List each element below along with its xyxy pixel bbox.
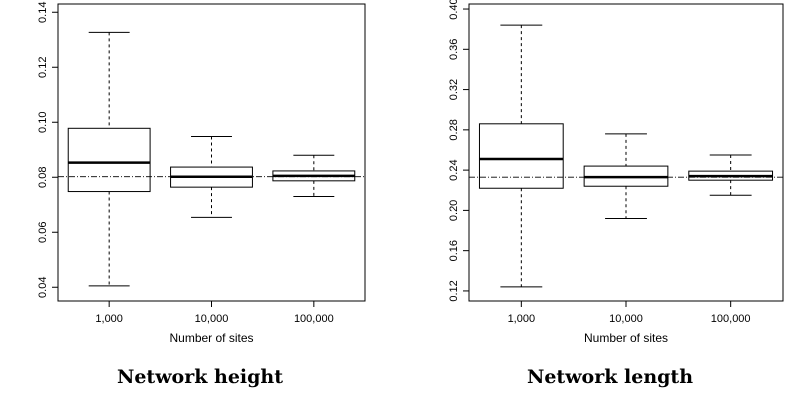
y-tick-label: 0.20 [448, 200, 460, 221]
x-tick-label: 100,000 [711, 313, 751, 325]
box-1 [478, 24, 564, 288]
y-tick-label: 0.40 [448, 0, 460, 20]
box-3 [688, 154, 774, 196]
y-tick-label: 0.06 [37, 222, 49, 243]
y-tick-label: 0.16 [448, 240, 460, 261]
y-tick-label: 0.24 [448, 159, 460, 180]
y-tick-label: 0.12 [37, 57, 49, 78]
x-axis-title: Number of sites [169, 331, 253, 345]
caption-network-height: Network height [116, 366, 284, 388]
box-1 [67, 31, 151, 287]
x-tick-label: 100,000 [294, 313, 334, 325]
y-tick-label: 0.08 [37, 167, 49, 188]
y-tick-label: 0.28 [448, 119, 460, 140]
y-tick-label: 0.32 [448, 79, 460, 100]
x-axis-title: Number of sites [584, 331, 668, 345]
box-2 [583, 133, 669, 219]
y-tick-label: 0.36 [448, 39, 460, 60]
y-tick-label: 0.12 [448, 280, 460, 301]
x-tick-label: 10,000 [609, 313, 643, 325]
y-tick-label: 0.04 [37, 277, 49, 298]
panel-network-height: 0.04 0.06 0.08 0.10 0.12 0.14 1,000 10,000 100,0… [37, 2, 366, 345]
box-iqr [478, 123, 564, 189]
x-tick-label: 1,000 [95, 313, 123, 325]
x-tick-label: 10,000 [195, 313, 229, 325]
y-tick-label: 0.14 [37, 2, 49, 23]
box-iqr [67, 127, 151, 193]
box-3 [272, 154, 356, 197]
caption-network-length: Network length [526, 366, 694, 388]
x-tick-label: 1,000 [508, 313, 536, 325]
y-tick-label: 0.10 [37, 112, 49, 133]
panel-network-length: 0.12 0.16 0.20 0.24 0.28 0.32 0.36 0.40 1,000 10,… [448, 0, 784, 345]
